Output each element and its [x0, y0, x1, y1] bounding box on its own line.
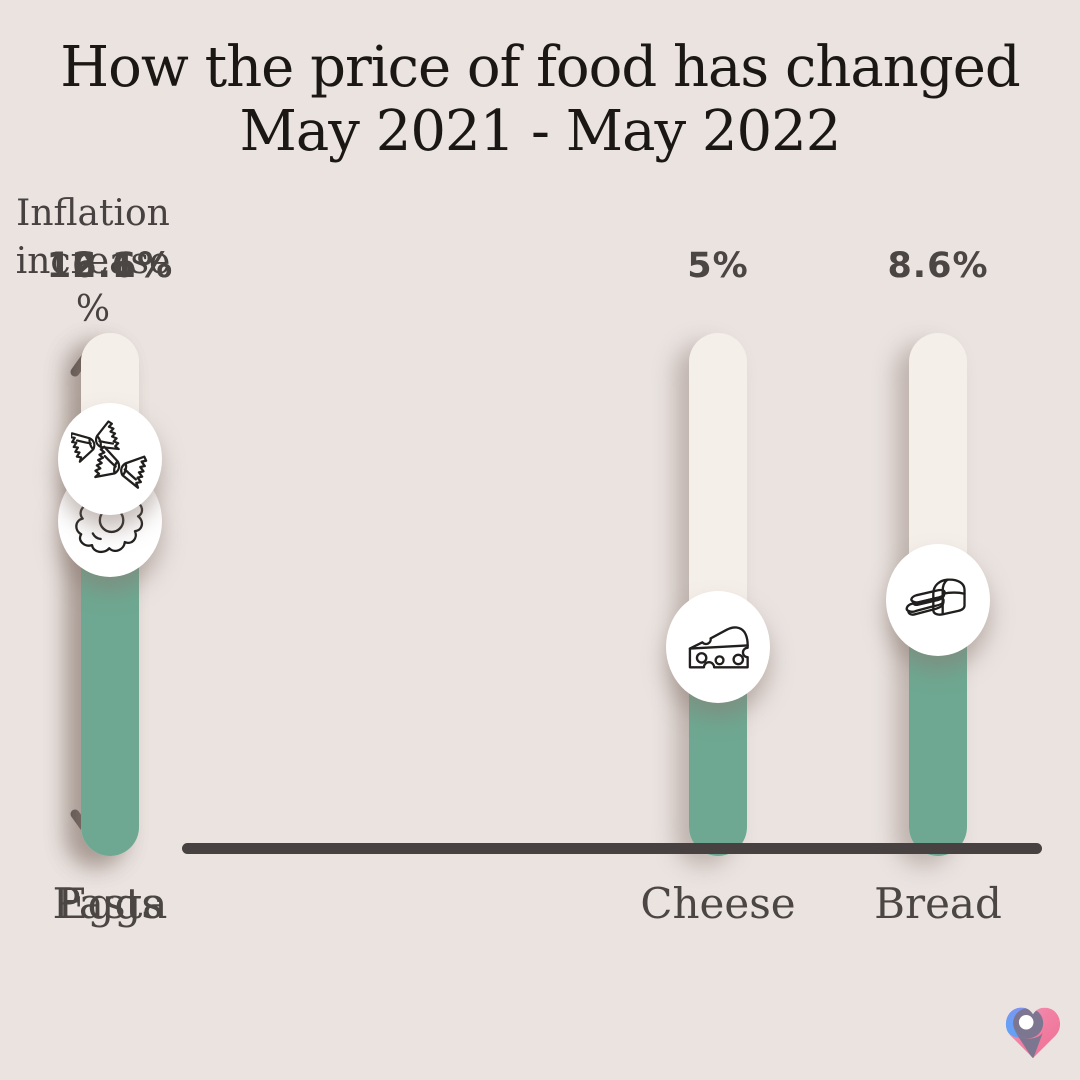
icon-badge — [58, 402, 162, 515]
value-label: 8.6% — [887, 246, 989, 286]
icon-badge — [886, 543, 990, 656]
value-label: 16.1% — [46, 246, 174, 286]
value-label: 5% — [687, 246, 749, 286]
value-label: 12.6% — [46, 246, 174, 286]
cheese-icon — [688, 626, 749, 669]
x-axis-line — [182, 843, 1042, 854]
chart-title: How the price of food has changed May 20… — [0, 36, 1080, 164]
icon-badge — [666, 590, 770, 703]
chart-title-line2: May 2021 - May 2022 — [239, 99, 842, 164]
category-label: Bread — [874, 879, 1002, 928]
category-label: Pasta — [52, 879, 168, 928]
y-axis-label-line3: % — [75, 289, 111, 330]
category-label: Eggs — [57, 879, 163, 928]
bar-group-cheese: 5% Cheese — [608, 0, 828, 1080]
category-label: Cheese — [640, 879, 796, 928]
y-axis-label-line2: increase — [15, 241, 171, 282]
bar-group-bread: 8.6% Bread — [828, 0, 1048, 1080]
heart-logo — [1005, 1007, 1061, 1059]
pasta-icon — [71, 419, 149, 489]
chart-title-line1: How the price of food has changed — [60, 35, 1020, 100]
y-axis-label: Inflation increase % — [8, 190, 178, 334]
bread-icon — [905, 578, 966, 616]
y-axis-label-line1: Inflation — [16, 193, 170, 234]
